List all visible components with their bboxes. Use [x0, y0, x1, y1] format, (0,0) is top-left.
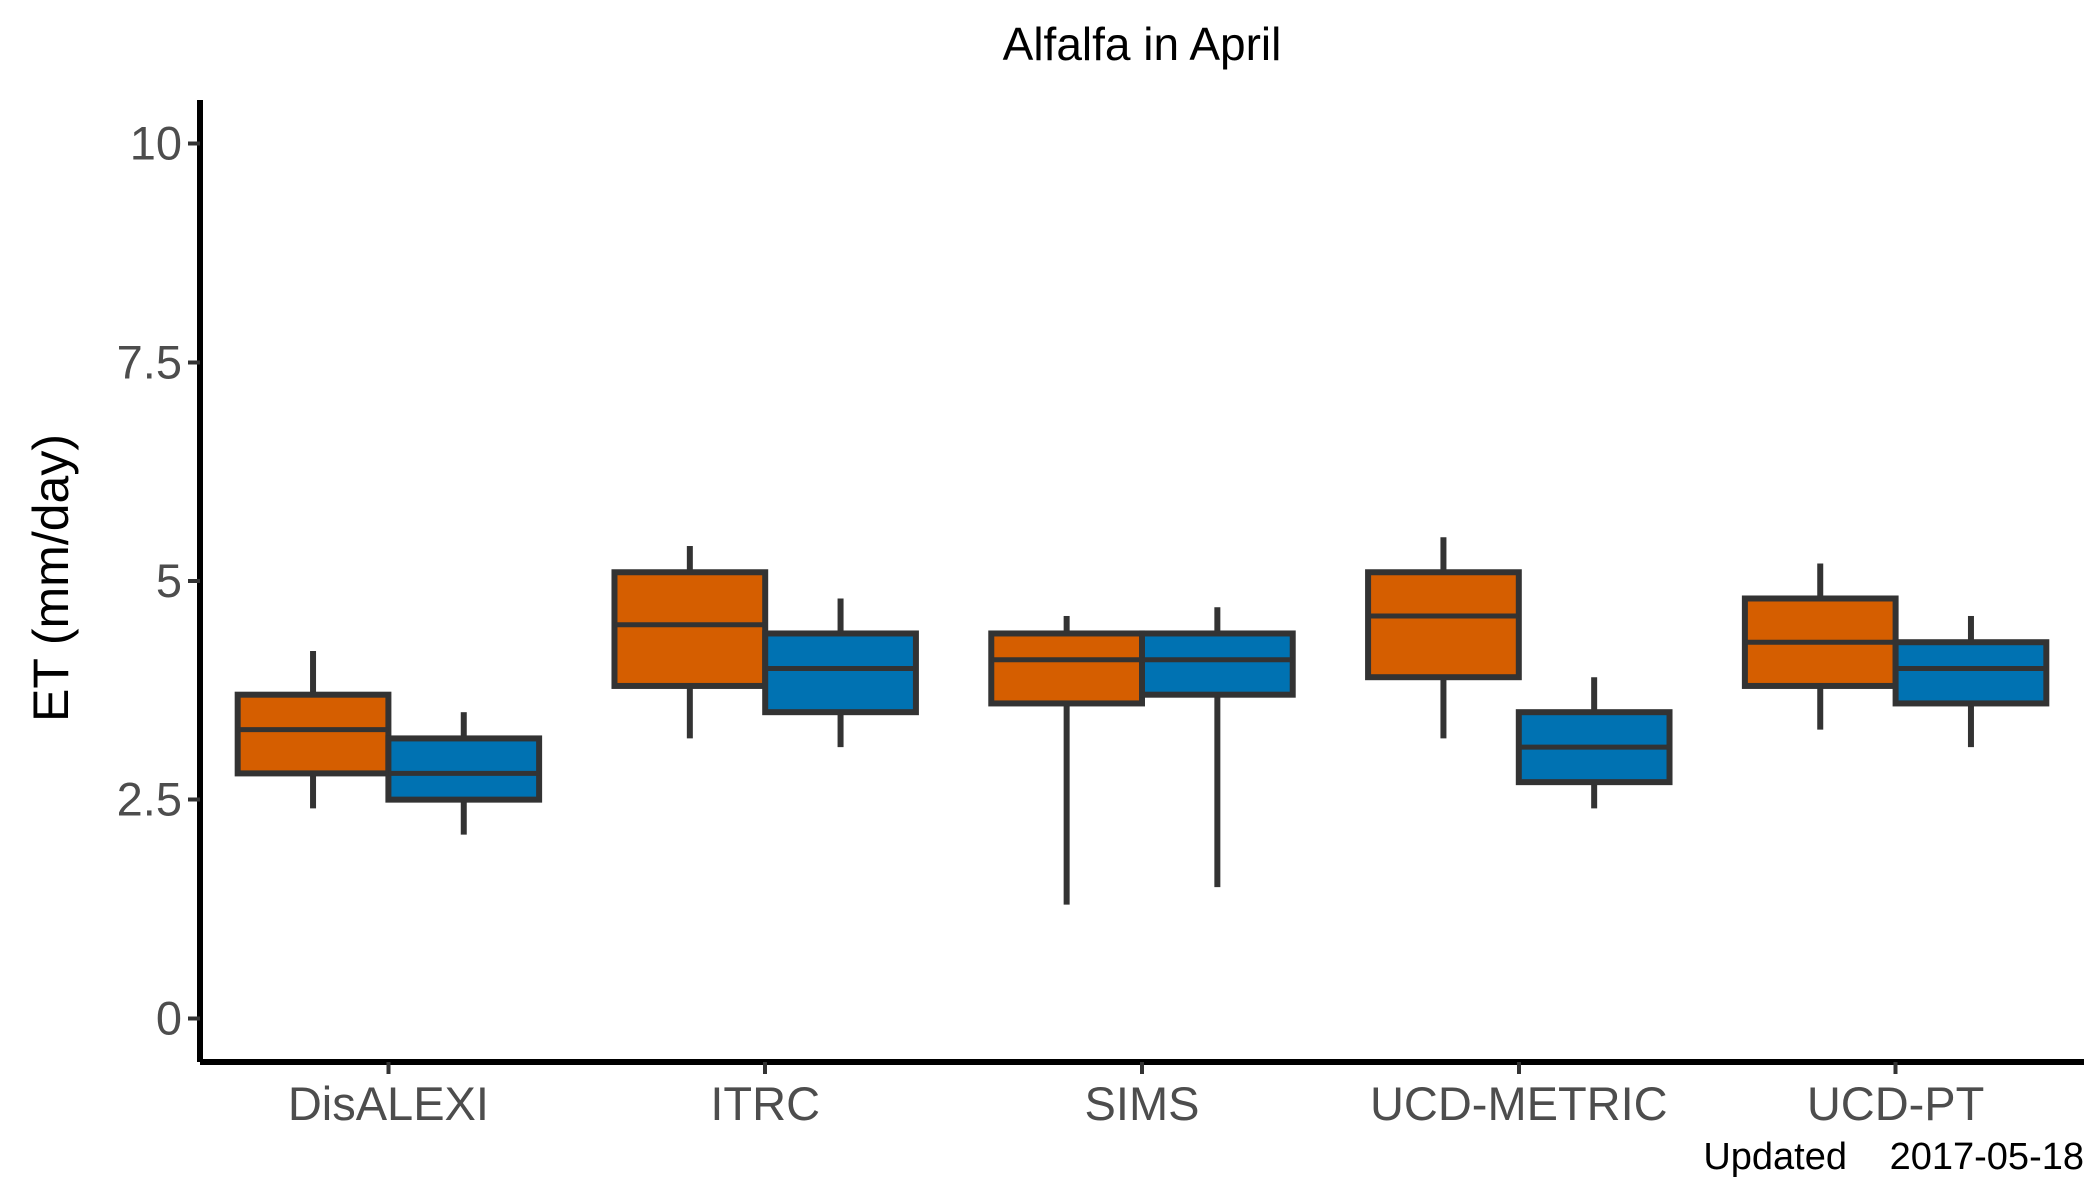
- box-ucd-metric-2: [1515, 677, 1673, 809]
- box-body: [234, 691, 392, 777]
- box-itrc-1: [611, 546, 769, 739]
- box-body: [1892, 639, 2050, 707]
- y-axis-label: ET (mm/day): [23, 434, 79, 722]
- box-body: [1365, 569, 1522, 681]
- box-ucd-pt-2: [1892, 615, 2050, 748]
- box-ucd-metric-1: [1365, 537, 1522, 739]
- chart-title: Alfalfa in April: [1003, 18, 1282, 70]
- box-body: [385, 735, 543, 803]
- x-tick-label: ITRC: [710, 1077, 820, 1130]
- y-tick-label: 5: [156, 554, 182, 607]
- x-tick-label: UCD-PT: [1807, 1077, 1985, 1130]
- x-tick-label: SIMS: [1085, 1077, 1200, 1130]
- box-body: [762, 630, 919, 716]
- box-body: [611, 569, 769, 689]
- box-ucd-pt-1: [1741, 563, 1899, 730]
- box-sims-2: [1139, 607, 1296, 888]
- updated-date: 2017-05-18: [1890, 1136, 2084, 1178]
- axis-ticks: 0 2.5 5 7.5 10 DisALEXI ITRC SIMS UCD-METRIC UCD-…: [117, 117, 1985, 1130]
- box-sims-1: [988, 615, 1146, 905]
- y-tick-label: 2.5: [117, 773, 182, 826]
- box-body: [988, 630, 1146, 707]
- box-itrc-2: [762, 598, 919, 748]
- box-disalexi-1: [234, 650, 392, 809]
- y-tick-label: 7.5: [117, 335, 182, 388]
- box-body: [1139, 630, 1296, 698]
- axes: [197, 100, 2084, 1065]
- y-tick-label: 0: [156, 991, 182, 1044]
- box-disalexi-2: [385, 712, 543, 835]
- x-tick-label: DisALEXI: [288, 1077, 489, 1130]
- y-tick-label: 10: [130, 117, 182, 170]
- x-tick-label: UCD-METRIC: [1370, 1077, 1668, 1130]
- updated-label: Updated: [1703, 1136, 1847, 1178]
- plot-area: [234, 537, 2050, 905]
